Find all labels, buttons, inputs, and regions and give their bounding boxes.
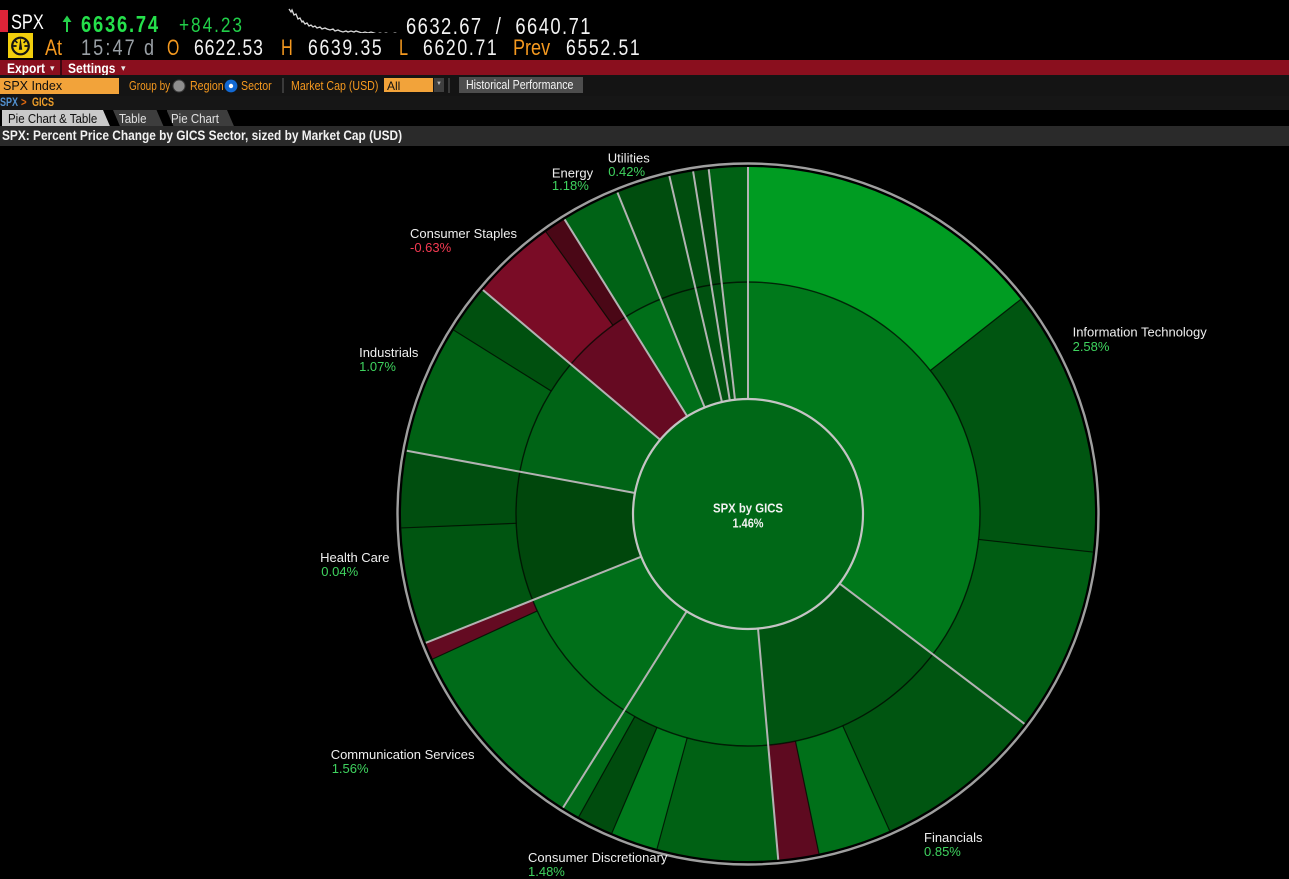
svg-text:Health Care: Health Care — [320, 550, 389, 565]
svg-text:2.58%: 2.58% — [1073, 339, 1110, 354]
svg-text:Financials: Financials — [924, 830, 983, 845]
svg-text:Consumer Discretionary: Consumer Discretionary — [528, 850, 668, 865]
svg-text:1.18%: 1.18% — [552, 178, 589, 193]
svg-text:1.48%: 1.48% — [528, 864, 565, 879]
svg-text:1.46%: 1.46% — [733, 517, 764, 531]
svg-text:Energy: Energy — [552, 166, 594, 181]
svg-text:Information Technology: Information Technology — [1073, 325, 1208, 340]
svg-text:Utilities: Utilities — [608, 150, 650, 165]
svg-text:-0.63%: -0.63% — [410, 240, 452, 255]
svg-text:0.42%: 0.42% — [608, 164, 645, 179]
svg-text:SPX by GICS: SPX by GICS — [713, 501, 783, 516]
svg-text:0.04%: 0.04% — [321, 564, 358, 579]
svg-text:0.85%: 0.85% — [924, 844, 961, 859]
svg-text:Communication Services: Communication Services — [331, 747, 475, 762]
svg-text:1.07%: 1.07% — [359, 359, 396, 374]
svg-text:Industrials: Industrials — [359, 345, 419, 360]
svg-text:Consumer Staples: Consumer Staples — [410, 226, 517, 241]
svg-text:1.56%: 1.56% — [332, 761, 369, 776]
